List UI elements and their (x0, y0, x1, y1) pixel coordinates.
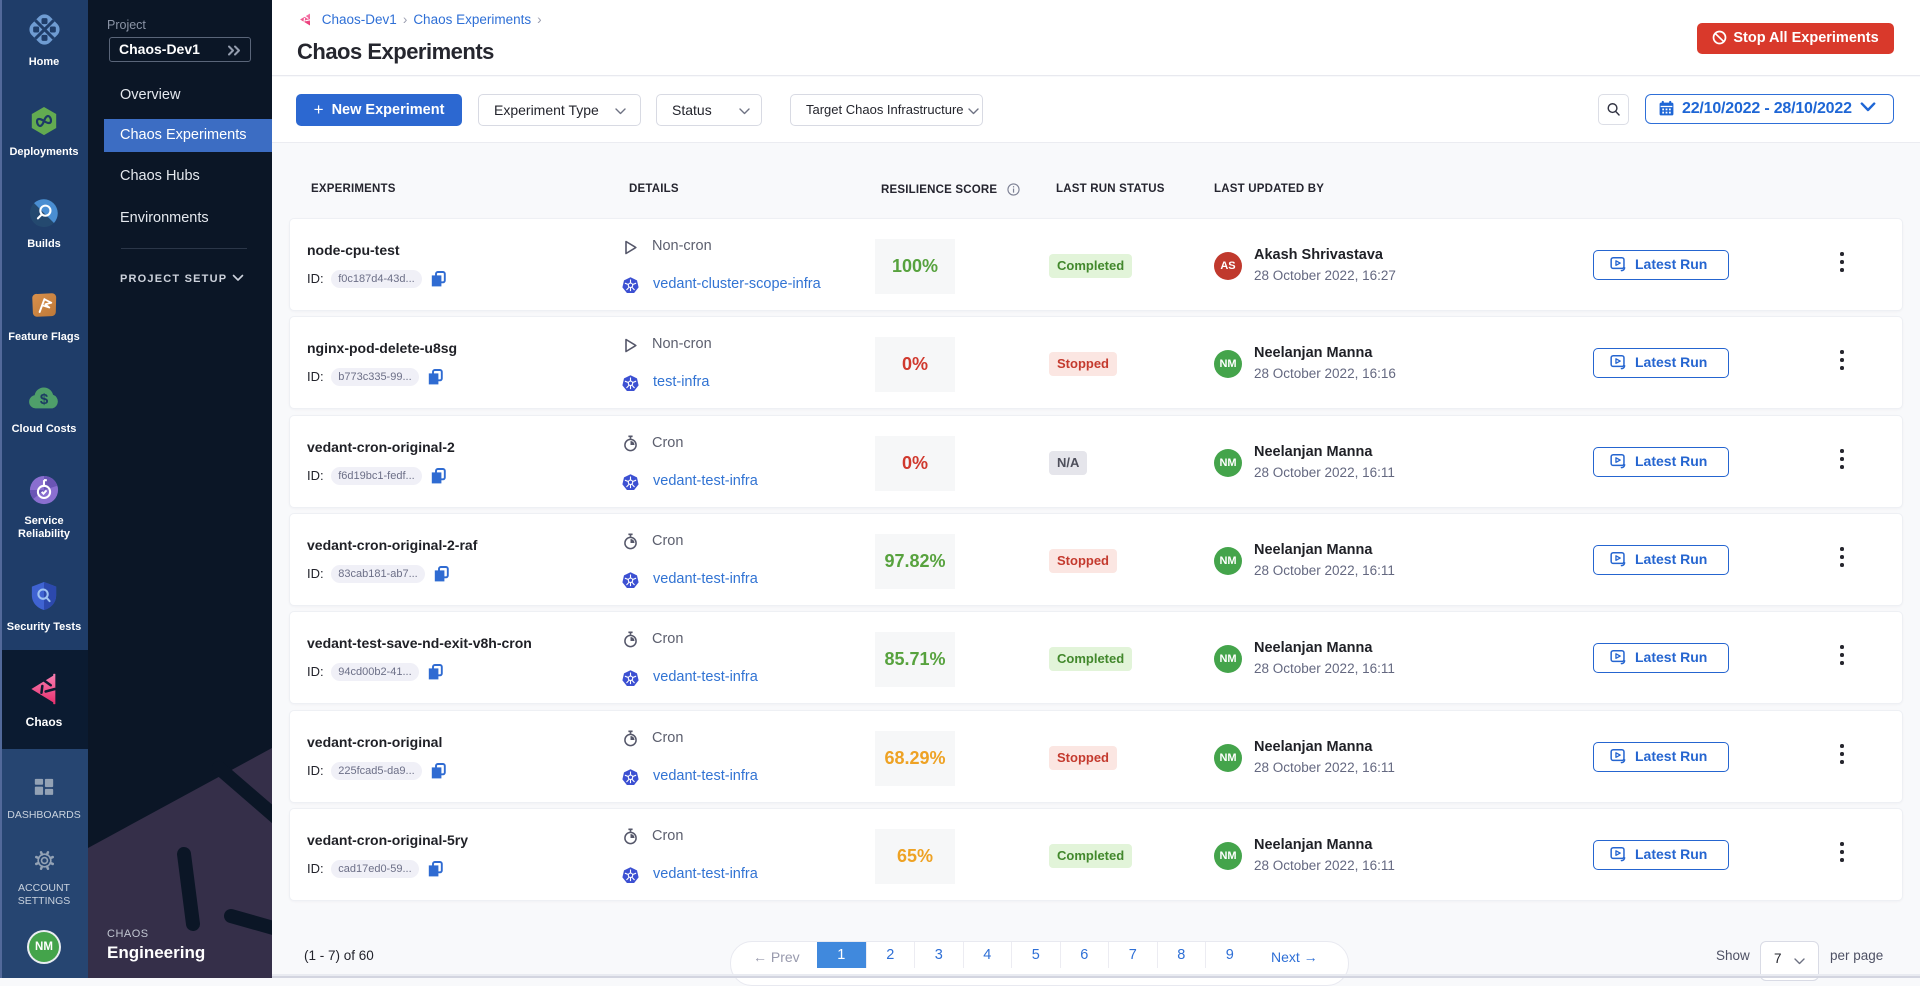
svg-text:$: $ (40, 391, 49, 408)
